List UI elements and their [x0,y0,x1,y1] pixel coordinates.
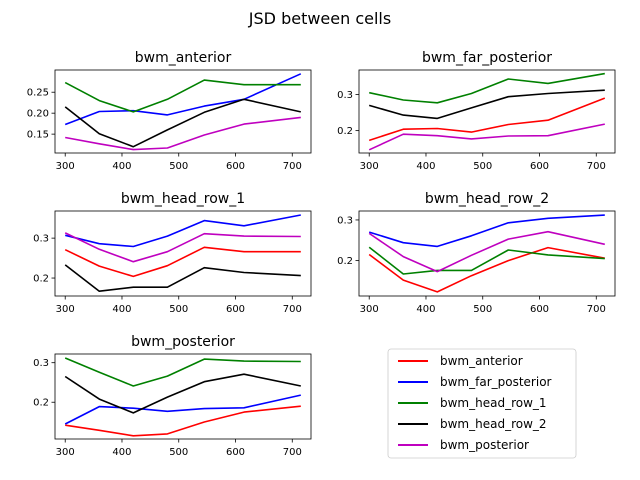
x-tick-label: 700 [283,304,302,315]
y-tick-label: 0.3 [33,234,49,245]
x-tick-label: 400 [112,161,131,172]
legend-item-bwm-posterior: bwm_posterior [398,438,529,452]
legend-label: bwm_head_row_2 [440,417,547,431]
series-line-bwm-anterior [65,405,301,437]
series-line-bwm-head-row-1 [368,246,605,275]
y-tick-label: 0.3 [33,358,49,369]
subplot-bwm-far-posterior: bwm_far_posterior 300 400 500 600 700 0.2 0.3 [337,50,616,172]
series-line-bwm-head-row-1 [64,79,301,113]
x-tick-label: 600 [226,447,245,458]
x-tick-label: 700 [283,161,302,172]
legend-item-bwm-head-row-2: bwm_head_row_2 [398,417,547,431]
legend-item-bwm-head-row-1: bwm_head_row_1 [398,396,547,410]
legend-label: bwm_anterior [440,354,523,368]
legend-label: bwm_head_row_1 [440,396,547,410]
subplot-title: bwm_head_row_1 [121,191,245,207]
series-line-bwm-posterior [64,232,301,263]
x-tick-label: 700 [283,447,302,458]
y-tick-label: 0.2 [337,126,353,137]
axes-frame [54,353,312,440]
axes-frame [358,210,616,297]
series-line-bwm-anterior [368,246,605,293]
x-tick-label: 300 [360,161,379,172]
figure-title: JSD between cells [248,9,391,28]
legend-label: bwm_posterior [440,438,529,452]
x-tick-label: 500 [473,304,492,315]
legend: bwm_anterior bwm_far_posterior bwm_head_ro… [387,348,577,459]
series-line-bwm-far-posterior [368,214,605,248]
legend-item-bwm-far-posterior: bwm_far_posterior [398,375,552,389]
subplot-title: bwm_far_posterior [422,50,552,66]
y-tick-label: 0.25 [27,88,49,99]
axes-frame [54,69,312,154]
legend-frame [387,348,577,459]
series-line-bwm-far-posterior [64,394,301,425]
series-line-bwm-head-row-2 [64,373,301,414]
axes-frame [358,69,616,154]
x-tick-label: 300 [56,447,75,458]
subplot-bwm-head-row-2: bwm_head_row_2 300 400 500 600 700 0.2 0.3 [337,191,616,315]
x-tick-label: 600 [226,161,245,172]
series-line-bwm-anterior [368,97,606,142]
series-line-bwm-posterior [368,123,605,151]
x-tick-label: 400 [112,447,131,458]
x-tick-label: 700 [587,161,606,172]
y-tick-label: 0.15 [27,130,49,141]
y-tick-label: 0.2 [33,274,49,285]
x-tick-label: 300 [56,304,75,315]
legend-label: bwm_far_posterior [440,375,552,389]
y-tick-label: 0.3 [337,90,353,101]
series-line-bwm-head-row-1 [64,357,301,387]
subplot-title: bwm_head_row_2 [425,191,549,207]
x-tick-label: 500 [473,161,492,172]
series-line-bwm-posterior [65,116,301,151]
series-line-bwm-head-row-2 [64,264,301,293]
series-line-bwm-far-posterior [65,214,301,248]
x-tick-label: 400 [416,161,435,172]
series-line-bwm-posterior [368,230,605,273]
x-tick-label: 600 [226,304,245,315]
axes-frame [54,210,312,297]
x-tick-label: 400 [416,304,435,315]
x-tick-label: 600 [530,161,549,172]
series-line-bwm-head-row-2 [368,89,605,120]
x-tick-label: 600 [530,304,549,315]
y-tick-label: 0.2 [337,256,353,267]
y-tick-label: 0.2 [33,398,49,409]
subplot-bwm-posterior: bwm_posterior 300 400 500 600 700 0.2 0.3 [33,334,312,458]
subplot-bwm-anterior: bwm_anterior 300 400 500 600 700 0.15 0.20 0.25 [27,50,312,172]
subplot-bwm-head-row-1: bwm_head_row_1 300 400 500 600 700 0.2 0.3 [33,191,312,315]
x-tick-label: 500 [169,161,188,172]
subplot-title: bwm_posterior [131,334,235,350]
x-tick-label: 400 [112,304,131,315]
x-tick-label: 300 [56,161,75,172]
y-tick-label: 0.20 [27,109,49,120]
subplot-title: bwm_anterior [135,50,232,66]
series-line-bwm-anterior [64,246,301,278]
legend-item-bwm-anterior: bwm_anterior [398,354,523,368]
series-line-bwm-head-row-2 [64,98,301,148]
x-tick-label: 500 [169,447,188,458]
x-tick-label: 700 [587,304,606,315]
y-tick-label: 0.3 [337,215,353,226]
x-tick-label: 300 [360,304,379,315]
series-line-bwm-head-row-1 [369,72,605,104]
x-tick-label: 500 [169,304,188,315]
